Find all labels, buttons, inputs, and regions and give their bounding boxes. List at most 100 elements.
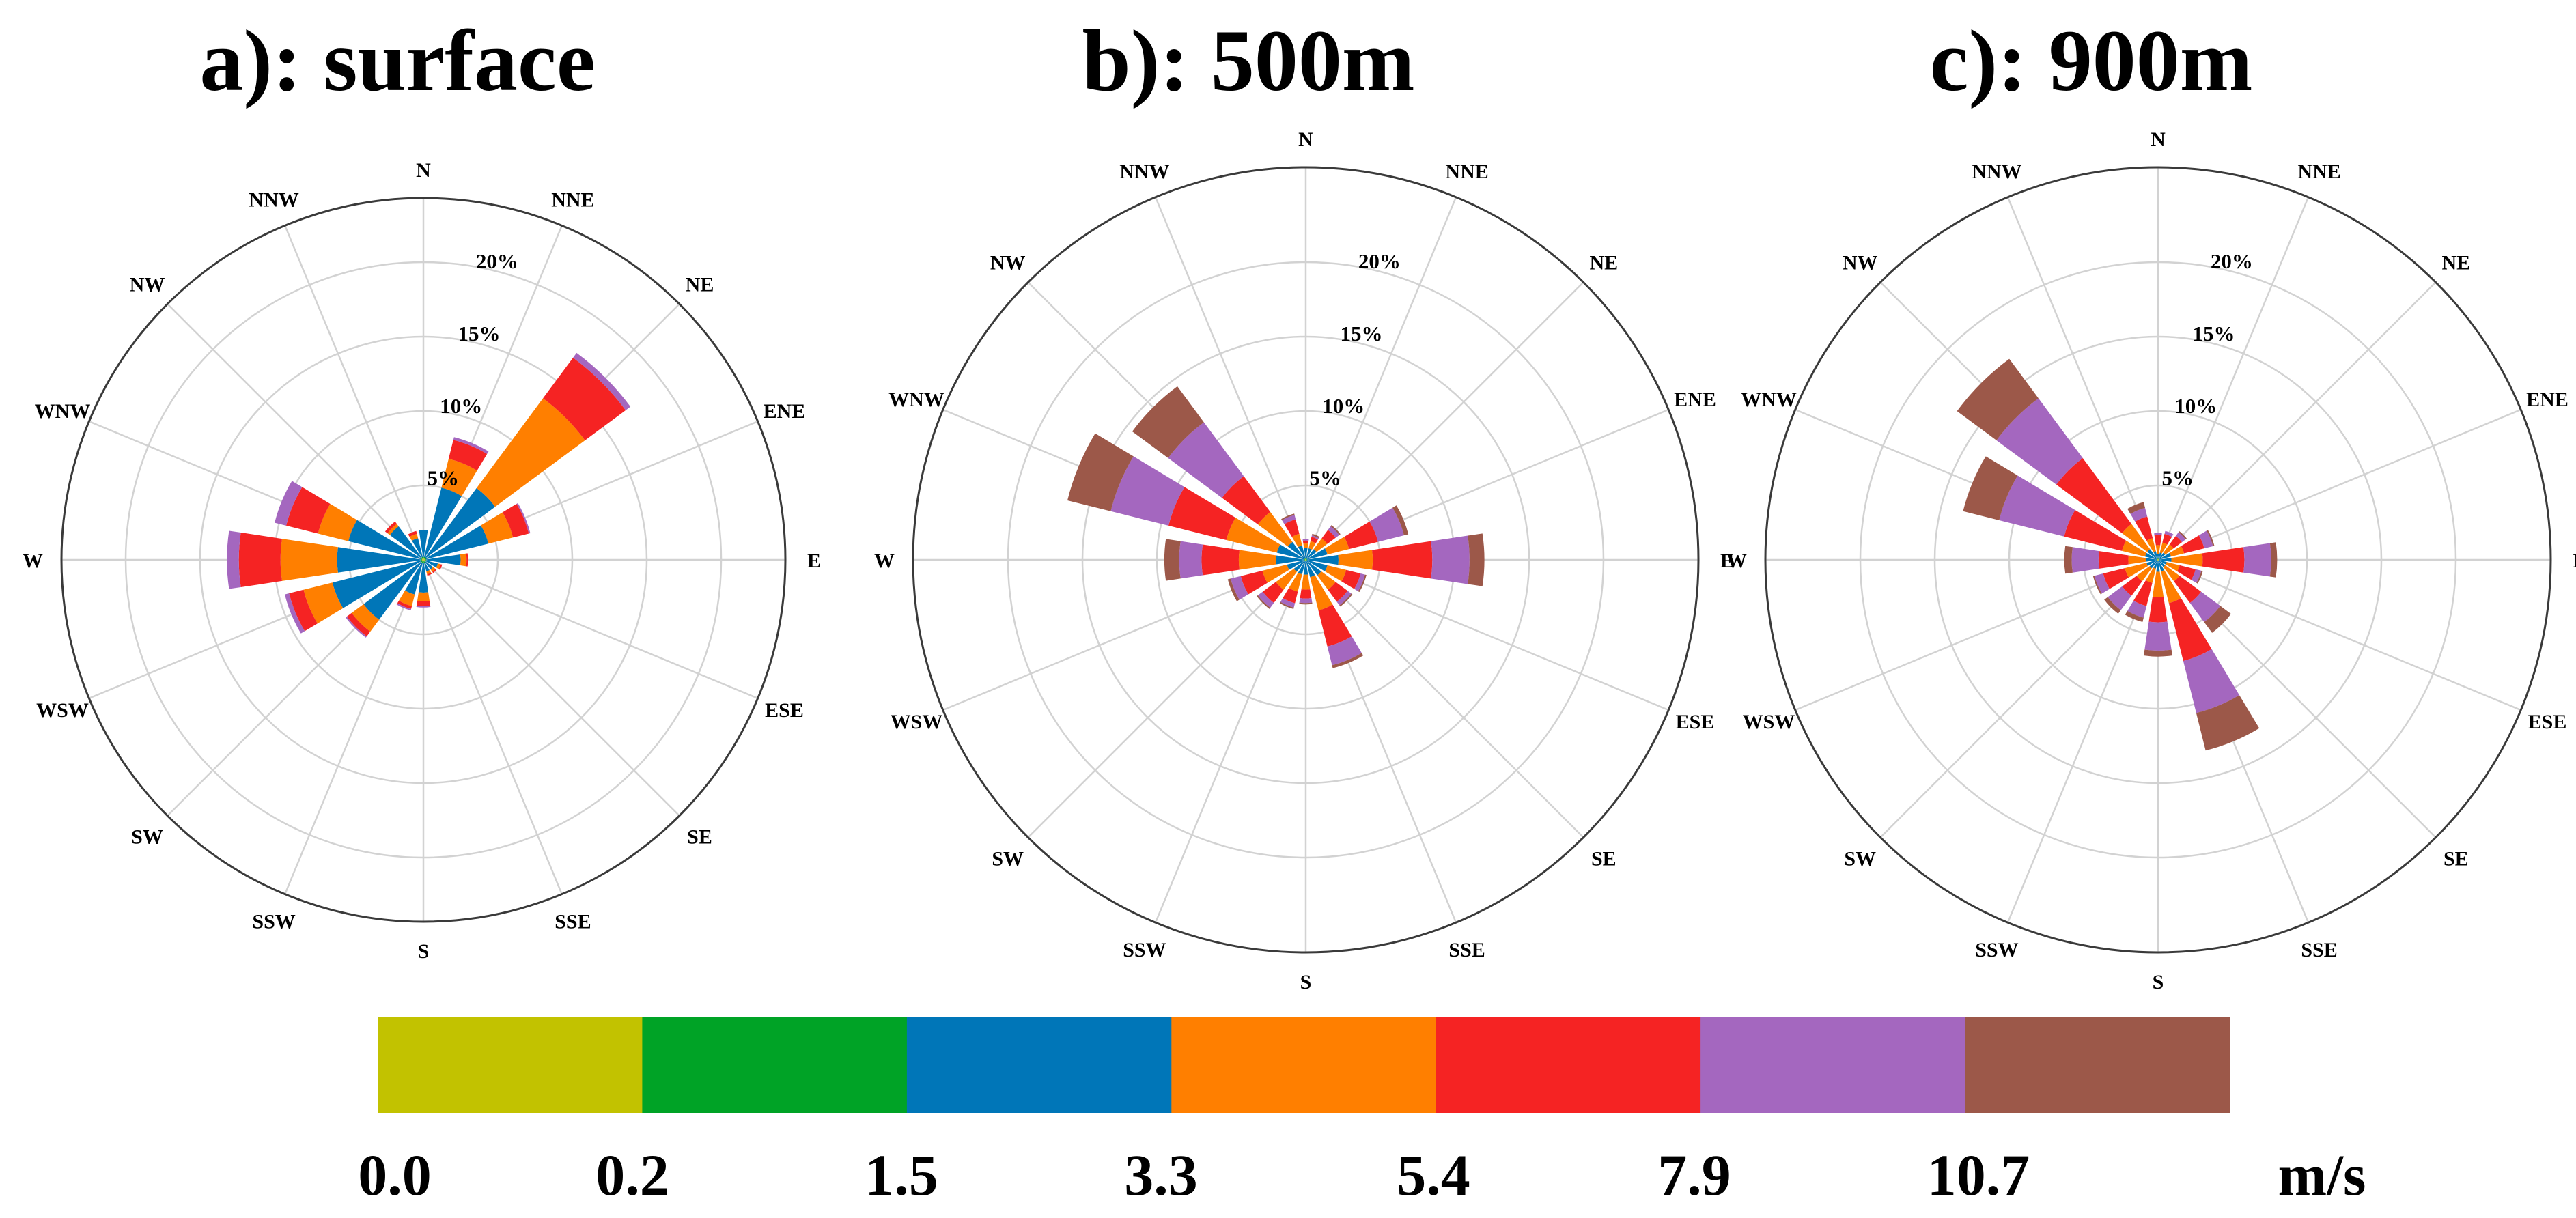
wind-bar-WSW-bin-1	[1304, 560, 1306, 561]
wind-bar-WNW-bin-2	[1276, 544, 1305, 560]
wind-bar-W-bin-3	[1238, 550, 1276, 570]
wind-bar-SW-bin-5	[346, 616, 367, 638]
wind-bar-SW-bin-3	[2136, 566, 2152, 582]
wind-bar-SSW-bin-2	[1298, 561, 1306, 575]
wind-bar-ESE-bin-3	[2166, 562, 2180, 571]
outer-ring	[60, 197, 787, 923]
wind-bar-ENE-bin-1	[1306, 558, 1308, 560]
wind-bar-N-bin-2	[2157, 554, 2159, 558]
wind-bar-N-bin-4	[2154, 534, 2162, 546]
wind-bar-SSW-bin-5	[396, 603, 412, 611]
wind-bar-ENE-bin-5	[1369, 507, 1404, 542]
radial-tick-label: 5%	[428, 466, 460, 490]
wind-bar-W-bin-6	[1164, 539, 1181, 581]
wind-bar-SW-bin-2	[363, 561, 422, 620]
grid-spoke	[1027, 559, 1306, 838]
wind-bar-ENE-bin-2	[425, 525, 489, 559]
wind-bar-NNE-bin-2	[2158, 552, 2162, 559]
radial-tick-label: 15%	[2193, 322, 2235, 345]
wind-bar-SSW-bin-1	[421, 561, 423, 563]
wind-bar-NE-bin-0	[2158, 559, 2159, 560]
grid-spoke	[422, 559, 563, 895]
direction-label-NW: NW	[990, 252, 1026, 274]
wind-bar-NW-bin-0	[2157, 559, 2158, 560]
wind-bar-S-bin-6	[1299, 602, 1313, 605]
wind-bar-SE-bin-2	[1306, 561, 1321, 576]
wind-bar-ENE-bin-4	[1344, 521, 1378, 550]
direction-label-SW: SW	[131, 826, 163, 849]
wind-bar-W-bin-2	[1276, 555, 1304, 565]
wind-bar-N-bin-2	[1304, 548, 1308, 558]
wind-bar-WNW-bin-5	[1110, 456, 1185, 526]
colorbar-swatch	[906, 1017, 1172, 1113]
grid-spoke	[2157, 408, 2521, 561]
panel-surface: a): surface 5%10%15%20%NNNENEENEEESESESS…	[23, 12, 821, 963]
wind-bar-NW-bin-6	[1132, 386, 1204, 458]
wind-bar-W-bin-5	[2071, 547, 2099, 573]
wind-bar-ENE-bin-6	[1392, 505, 1409, 536]
radial-tick-label: 20%	[1358, 249, 1401, 273]
wind-bar-SSE-bin-4	[2168, 598, 2212, 662]
wind-bar-WNW-bin-0	[1304, 559, 1306, 560]
wind-bar-N-bin-5	[2154, 533, 2162, 535]
wind-bar-NW-bin-4	[1222, 476, 1271, 525]
wind-bar-NE-bin-4	[543, 357, 626, 440]
wind-bar-SE-bin-4	[2174, 576, 2202, 604]
wind-bar-E-bin-5	[1431, 535, 1470, 584]
wind-bar-E-bin-5	[2243, 543, 2271, 577]
direction-label-NW: NW	[130, 274, 165, 296]
wind-bar-NNE-bin-4	[448, 440, 488, 471]
direction-label-NNW: NNW	[249, 189, 298, 212]
wind-bar-E-bin-1	[425, 559, 427, 561]
wind-bar-SSW-bin-4	[2133, 580, 2153, 606]
direction-label-N: N	[2151, 128, 2166, 151]
wind-bar-SW-bin-2	[1293, 561, 1305, 572]
wind-bar-WSW-bin-5	[2094, 573, 2110, 594]
wind-bar-SE-bin-3	[2163, 565, 2180, 582]
wind-bar-ESE-bin-0	[423, 560, 425, 561]
direction-label-E: E	[1720, 550, 1734, 572]
wind-bar-SSE-bin-2	[424, 562, 430, 571]
wind-bar-NW-bin-2	[1287, 541, 1305, 559]
wind-bar-ESE-bin-4	[2177, 565, 2196, 580]
wind-bar-E-bin-3	[2171, 553, 2203, 567]
direction-label-S: S	[1300, 971, 1312, 993]
wind-bar-ESE-bin-0	[2158, 560, 2159, 561]
wind-bar-SE-bin-3	[1317, 571, 1336, 590]
grid-spoke	[423, 559, 680, 817]
grid-spoke	[2157, 558, 2521, 711]
wind-bar-NNW-bin-6	[2127, 502, 2146, 514]
wind-bar-ESE-bin-6	[2196, 570, 2203, 584]
wind-bar-SSW-bin-3	[1289, 572, 1302, 592]
wind-bar-NE-bin-5	[573, 352, 631, 410]
rose-900m: 5% 10% 15% 20% N NNE NE ENE E ESE SE SSE S SSW SW WSW W W…	[1726, 128, 2576, 993]
wind-bar-SSW-bin-2	[2153, 561, 2158, 569]
rose-surface: 5% 10% 15% 20% N NNE NE ENE E ESE SE SSE S SSW SW WSW W W…	[23, 159, 821, 963]
direction-label-SW: SW	[992, 847, 1024, 870]
wind-bar-WSW-bin-3	[2125, 563, 2148, 578]
wind-bar-W-bin-6	[2064, 546, 2073, 574]
wind-bar-NNE-bin-3	[1308, 541, 1316, 550]
wind-bar-W-bin-5	[227, 530, 241, 589]
wind-bar-S-bin-5	[416, 605, 431, 608]
wind-bar-SSW-bin-6	[1279, 601, 1294, 609]
direction-label-W: W	[874, 550, 895, 572]
wind-bar-W-bin-3	[2128, 555, 2146, 565]
wind-bar-NNE-bin-0	[2158, 558, 2159, 560]
wind-bar-WNW-bin-6	[1963, 456, 2018, 520]
wind-bar-WNW-bin-3	[2122, 540, 2147, 557]
wind-bar-WNW-bin-2	[348, 520, 421, 559]
wind-bar-NNW-bin-3	[1291, 533, 1302, 548]
wind-bar-SE-bin-4	[1328, 582, 1348, 602]
direction-label-N: N	[416, 159, 431, 182]
wind-bar-W-bin-1	[420, 559, 422, 561]
direction-label-NNW: NNW	[1972, 160, 2021, 183]
wind-bar-SSW-bin-5	[1280, 598, 1296, 608]
wind-bar-W-bin-4	[238, 533, 283, 587]
wind-bar-N-bin-4	[1302, 540, 1309, 544]
wind-bar-E-bin-2	[426, 554, 461, 566]
wind-bar-E-bin-2	[2159, 558, 2172, 562]
direction-label-WNW: WNW	[888, 388, 944, 411]
wind-bar-ESE-bin-3	[1325, 565, 1347, 582]
wind-bar-NE-bin-3	[2163, 544, 2174, 555]
